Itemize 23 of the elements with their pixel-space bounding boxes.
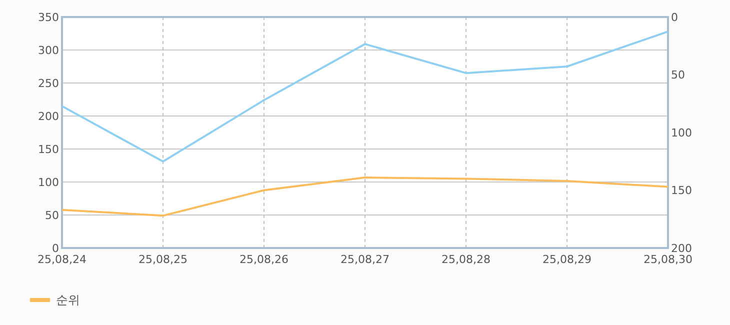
x-tick-label: 25,08,29 <box>542 253 592 266</box>
y2-tick-label: 200 <box>671 242 692 255</box>
y-tick-label: 150 <box>38 142 59 156</box>
y2-tick-label: 50 <box>671 68 685 82</box>
y2-tick-label: 100 <box>671 126 692 140</box>
y-tick-label: 100 <box>38 176 59 189</box>
y-tick-label: 200 <box>38 110 59 123</box>
x-tick-label: 25,08,25 <box>138 253 188 266</box>
x-tick-label: 25,08,27 <box>340 253 390 266</box>
x-tick-label: 25,08,30 <box>644 253 692 266</box>
y-tick-label: 50 <box>45 208 59 222</box>
x-tick-label: 25,08,28 <box>442 253 490 266</box>
x-tick-label: 25,08,26 <box>240 253 288 266</box>
line-series <box>61 176 669 217</box>
y-tick-label: 350 <box>38 10 59 24</box>
y2-tick-label: 150 <box>671 184 692 198</box>
line-series <box>61 30 669 163</box>
y-tick-label: 250 <box>38 76 59 90</box>
legend-label: 순위 <box>56 293 80 308</box>
y2-tick-label: 0 <box>671 10 678 24</box>
y-tick-label: 0 <box>52 242 59 255</box>
x-tick-label: 25,08,24 <box>38 253 86 266</box>
y-tick-label: 300 <box>38 44 59 57</box>
